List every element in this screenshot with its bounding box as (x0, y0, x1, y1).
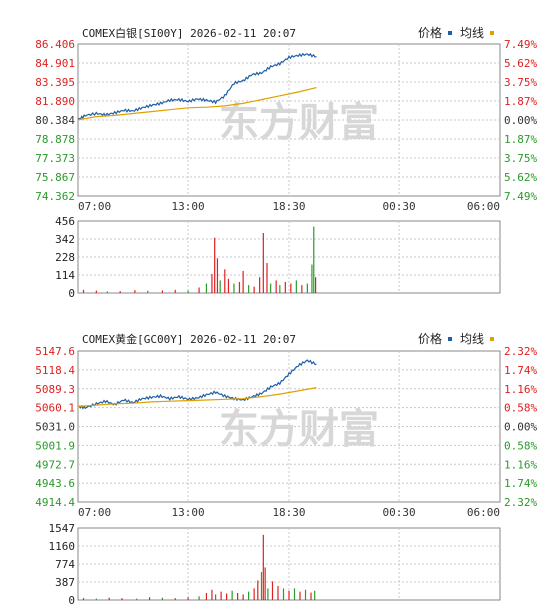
y-tick-label: 75.867 (35, 171, 75, 184)
y-tick-label: 81.890 (35, 95, 75, 108)
pct-tick-label: 3.75% (504, 76, 537, 89)
legend-swatch (490, 337, 494, 341)
x-tick-label: 06:00 (467, 200, 500, 213)
x-tick-label: 13:00 (172, 506, 205, 519)
y-tick-label: 5147.6 (35, 345, 75, 358)
y-tick-label: 5089.3 (35, 383, 75, 396)
pct-tick-label: 7.49% (504, 38, 537, 51)
x-tick-label: 18:30 (272, 506, 305, 519)
average-line (77, 387, 317, 407)
pct-tick-label: 0.58% (504, 439, 537, 452)
pct-tick-label: 1.16% (504, 383, 537, 396)
y-tick-label: 86.406 (35, 38, 75, 51)
pct-tick-label: 5.62% (504, 171, 537, 184)
y-tick-label: 5118.4 (35, 364, 75, 377)
pct-tick-label: 1.16% (504, 458, 537, 471)
pct-tick-label: 1.74% (504, 364, 537, 377)
pct-tick-label: 5.62% (504, 57, 537, 70)
y-tick-label: 78.878 (35, 133, 75, 146)
x-tick-label: 07:00 (78, 200, 111, 213)
legend-label: 均线 (460, 332, 484, 346)
y-tick-label: 83.395 (35, 76, 75, 89)
legend-swatch (490, 31, 494, 35)
pct-tick-label: 1.74% (504, 477, 537, 490)
x-tick-label: 18:30 (272, 200, 305, 213)
pct-tick-label: 2.32% (504, 345, 537, 358)
y-tick-label: 4914.4 (35, 496, 75, 509)
x-tick-label: 00:30 (383, 200, 416, 213)
x-tick-label: 06:00 (467, 506, 500, 519)
pct-tick-label: 0.00% (504, 114, 537, 127)
pct-tick-label: 0.58% (504, 402, 537, 415)
volume-tick-label: 228 (55, 251, 75, 264)
pct-tick-label: 7.49% (504, 190, 537, 203)
x-tick-label: 13:00 (172, 200, 205, 213)
x-tick-label: 00:30 (383, 506, 416, 519)
pct-tick-label: 2.32% (504, 496, 537, 509)
y-tick-label: 4972.7 (35, 458, 75, 471)
pct-tick-label: 3.75% (504, 152, 537, 165)
pct-tick-label: 1.87% (504, 95, 537, 108)
y-tick-label: 84.901 (35, 57, 75, 70)
watermark: 东方财富 (219, 100, 379, 146)
chart-title: COMEX黄金[GC00Y] 2026-02-11 20:07 (82, 332, 296, 346)
legend-swatch (448, 31, 452, 35)
y-tick-label: 5001.9 (35, 439, 75, 452)
pct-tick-label: 1.87% (504, 133, 537, 146)
volume-tick-label: 0 (68, 594, 75, 607)
price-line (77, 52, 317, 121)
volume-tick-label: 774 (55, 558, 75, 571)
watermark: 东方财富 (219, 407, 379, 453)
y-tick-label: 80.384 (35, 114, 75, 127)
average-line (77, 87, 317, 121)
legend-label: 价格 (418, 331, 442, 346)
legend-swatch (448, 337, 452, 341)
volume-tick-label: 387 (55, 576, 75, 589)
price-line (77, 359, 317, 410)
legend-label: 均线 (460, 26, 484, 40)
volume-tick-label: 114 (55, 269, 75, 282)
volume-tick-label: 342 (55, 233, 75, 246)
y-tick-label: 5031.0 (35, 421, 75, 434)
x-tick-label: 07:00 (78, 506, 111, 519)
chart-title: COMEX白银[SI00Y] 2026-02-11 20:07 (82, 26, 296, 40)
y-tick-label: 74.362 (35, 190, 75, 203)
legend-label: 价格 (418, 25, 442, 40)
pct-tick-label: 0.00% (504, 421, 537, 434)
volume-tick-label: 456 (55, 215, 75, 228)
volume-tick-label: 0 (68, 287, 75, 300)
volume-tick-label: 1547 (49, 522, 76, 535)
y-tick-label: 77.373 (35, 152, 75, 165)
y-tick-label: 5060.1 (35, 402, 75, 415)
volume-tick-label: 1160 (49, 540, 76, 553)
y-tick-label: 4943.6 (35, 477, 75, 490)
